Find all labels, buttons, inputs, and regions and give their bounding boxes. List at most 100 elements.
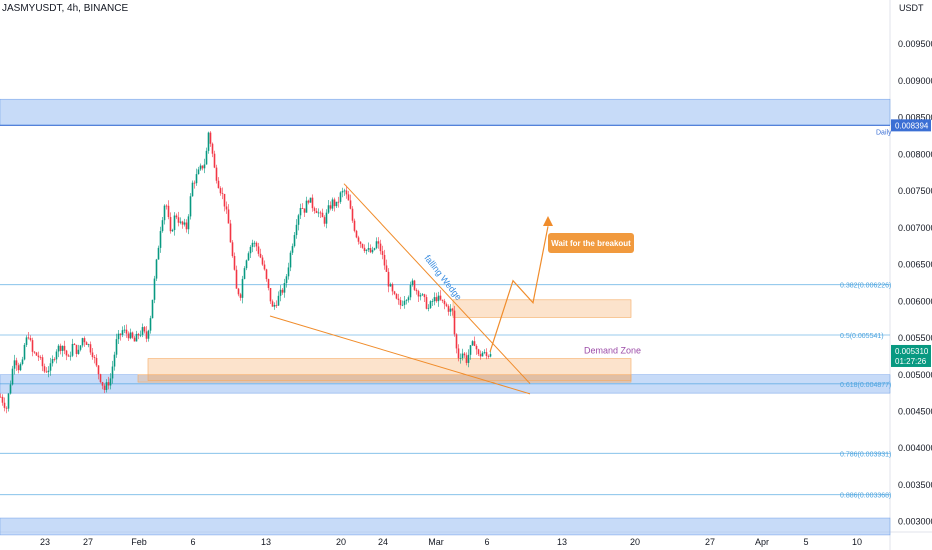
fib-level-label: 0.382(0.006226) — [840, 283, 891, 290]
candle-body — [171, 229, 174, 232]
x-tick-label: 20 — [630, 537, 640, 547]
candle-body — [253, 242, 256, 244]
candle-body — [245, 260, 248, 269]
y-tick-label: 0.007000 — [898, 223, 932, 233]
candle-body — [53, 359, 56, 360]
daily-price-tag — [891, 119, 931, 132]
candle-body — [15, 360, 18, 366]
candle-body — [299, 208, 302, 216]
candle-body — [333, 199, 336, 207]
candle-body — [109, 378, 112, 386]
candle-body — [459, 358, 462, 359]
y-tick-label: 0.008000 — [898, 149, 932, 159]
candle-body — [449, 308, 452, 312]
candle-body — [119, 333, 122, 335]
candle-body — [85, 342, 88, 345]
candle-body — [335, 201, 338, 207]
candle-body — [435, 297, 438, 302]
candle-body — [419, 295, 422, 297]
x-tick-label: Apr — [755, 537, 769, 547]
candle-body — [345, 190, 348, 195]
candle-body — [139, 334, 142, 336]
x-tick-label: 23 — [40, 537, 50, 547]
candle-body — [385, 265, 388, 272]
candle-body — [225, 206, 228, 210]
y-tick-label: 0.008500 — [898, 113, 932, 123]
candle-body — [355, 230, 358, 238]
symbol-header[interactable]: JASMYUSDT, 4h, BINANCE — [2, 3, 129, 14]
supply-demand-zone — [147, 358, 632, 381]
candle-body — [233, 256, 236, 270]
candle-body — [97, 365, 100, 375]
candle-body — [215, 167, 218, 181]
candle-body — [37, 355, 40, 358]
candle-body — [457, 348, 460, 359]
candle-body — [209, 132, 212, 144]
candle-body — [89, 344, 92, 353]
x-tick-label: 24 — [378, 537, 388, 547]
wedge-label: falling Wedge — [422, 253, 463, 302]
candle-body — [483, 352, 486, 353]
candle-body — [91, 352, 94, 358]
candle-body — [39, 357, 42, 358]
candle-body — [341, 191, 344, 193]
candle-body — [439, 295, 442, 300]
candle-body — [221, 193, 224, 195]
candle-body — [331, 199, 334, 209]
candle-body — [61, 345, 64, 351]
candle-body — [387, 271, 390, 287]
candle-body — [251, 242, 254, 247]
x-tick-label: 13 — [557, 537, 567, 547]
y-tick-label: 0.003000 — [898, 517, 932, 527]
candle-body — [375, 241, 378, 249]
candle-body — [397, 298, 400, 301]
candle-body — [281, 289, 284, 293]
candle-body — [153, 278, 156, 300]
candle-body — [239, 294, 242, 298]
candle-body — [441, 299, 444, 301]
candle-body — [181, 221, 184, 225]
candle-body — [113, 354, 116, 367]
candle-body — [415, 289, 418, 292]
candle-body — [59, 345, 62, 351]
candle-body — [467, 354, 470, 363]
candle-body — [369, 248, 372, 253]
y-tick-label: 0.006500 — [898, 260, 932, 270]
candle-body — [101, 382, 104, 386]
candle-body — [421, 294, 424, 296]
candle-body — [407, 297, 410, 301]
candle-body — [379, 243, 382, 252]
candle-body — [191, 182, 194, 197]
projection-path — [489, 226, 549, 353]
breakout-callout-text: Wait for the breakout — [551, 239, 631, 248]
candle-body — [267, 279, 270, 288]
candle-body — [461, 353, 464, 359]
candle-body — [359, 241, 362, 244]
currency-unit: USDT — [899, 3, 924, 13]
current-price-tag — [891, 344, 931, 367]
candle-body — [305, 200, 308, 213]
candle-body — [189, 196, 192, 217]
candle-body — [377, 241, 380, 244]
current-price-label: 0.005310 — [895, 347, 929, 356]
candle-body — [259, 253, 262, 258]
demand-zone-label: Demand Zone — [584, 346, 641, 356]
candle-body — [235, 269, 238, 289]
candle-body — [481, 352, 484, 357]
breakout-callout-box[interactable] — [548, 233, 634, 253]
fib-level-label: 0.618(0.004877) — [840, 382, 891, 389]
candle-body — [279, 289, 282, 296]
candle-body — [367, 248, 370, 250]
candle-body — [479, 354, 482, 357]
candle-body — [437, 295, 440, 302]
candle-body — [243, 268, 246, 279]
candle-body — [291, 246, 294, 253]
candle-body — [125, 329, 128, 334]
candle-body — [427, 307, 430, 309]
candle-body — [81, 338, 84, 346]
candle-body — [471, 341, 474, 346]
candle-body — [325, 212, 328, 224]
candle-body — [193, 182, 196, 184]
